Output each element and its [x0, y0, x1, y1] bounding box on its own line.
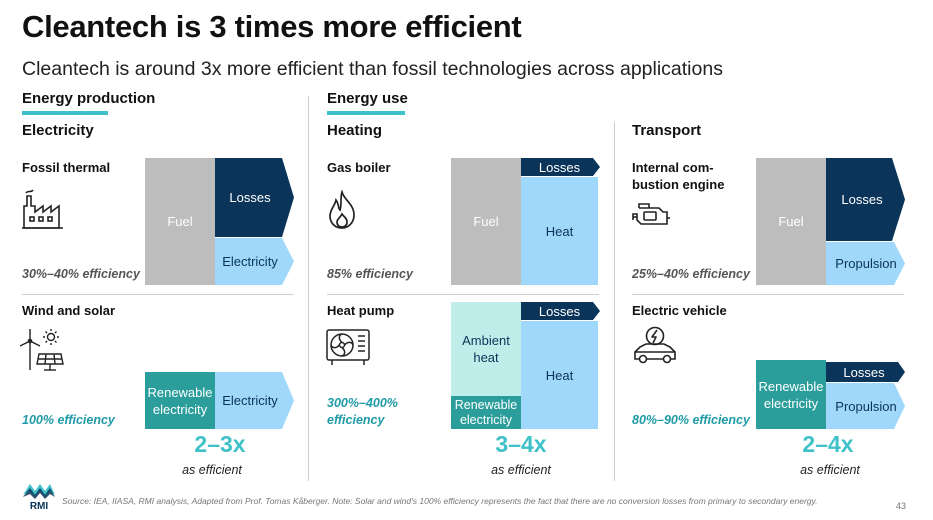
- heat-pump-icon: [325, 328, 371, 366]
- fossil-thermal-efficiency: 30%–40% efficiency: [22, 267, 140, 281]
- column-divider: [308, 96, 309, 481]
- electricity-output-arrow: [215, 372, 295, 429]
- source-note: Source: IEA, IIASA, RMI analysis, Adapte…: [62, 496, 818, 506]
- row-divider: [22, 294, 294, 295]
- section-underline: [327, 111, 405, 115]
- row-divider: [327, 294, 599, 295]
- page-subtitle: Cleantech is around 3x more efficient th…: [22, 58, 723, 80]
- heat-pump-efficiency-line1: 300%–400%: [327, 396, 398, 410]
- as-efficient-label: as efficient: [491, 463, 551, 477]
- losses-label: Losses: [229, 190, 271, 205]
- losses-label: Losses: [843, 364, 885, 380]
- column-heading-electricity: Electricity: [22, 122, 94, 139]
- ice-label-line2: bustion engine: [632, 177, 725, 192]
- losses-arrow: [521, 302, 601, 320]
- electric-car-icon: [632, 326, 678, 366]
- wind-solar-label: Wind and solar: [22, 303, 116, 318]
- electric-vehicle-label: Electric vehicle: [632, 303, 727, 318]
- flame-icon: [327, 190, 357, 230]
- ambient-heat-bar: Ambient heat: [451, 302, 521, 396]
- propulsion-output-label: Propulsion: [835, 398, 897, 414]
- fuel-bar: Fuel: [145, 158, 215, 285]
- multiplier-electricity: 2–3x: [194, 431, 246, 457]
- gas-boiler-label: Gas boiler: [327, 160, 391, 175]
- column-divider: [614, 122, 615, 481]
- renewable-electricity-bar: Renewable electricity: [451, 396, 521, 429]
- page-number: 43: [896, 501, 907, 511]
- ice-label-line1: Internal com-: [632, 160, 714, 175]
- losses-arrow: [826, 362, 906, 382]
- engine-icon: [631, 200, 671, 230]
- heat-output-bar: Heat: [521, 321, 598, 429]
- propulsion-output-arrow: [826, 242, 906, 285]
- heat-output-bar: Heat: [521, 177, 598, 285]
- propulsion-output-arrow: [826, 383, 906, 429]
- losses-label: Losses: [841, 192, 883, 207]
- ev-efficiency: 80%–90% efficiency: [632, 413, 750, 427]
- propulsion-output-label: Propulsion: [835, 256, 897, 271]
- gas-boiler-efficiency: 85% efficiency: [327, 267, 413, 281]
- multiplier-heating: 3–4x: [495, 431, 547, 457]
- wind-solar-efficiency: 100% efficiency: [22, 413, 115, 427]
- heat-pump-efficiency-line2: efficiency: [327, 413, 385, 427]
- electricity-output-label: Electricity: [222, 393, 278, 408]
- fuel-bar: Fuel: [756, 158, 826, 285]
- multiplier-transport: 2–4x: [802, 431, 854, 457]
- renewable-electricity-bar: Renewable electricity: [145, 372, 215, 429]
- as-efficient-label: as efficient: [182, 463, 242, 477]
- column-heading-heating: Heating: [327, 122, 383, 139]
- electricity-output-arrow: [215, 238, 295, 285]
- fossil-thermal-label: Fossil thermal: [22, 160, 111, 175]
- losses-arrow: [826, 158, 906, 241]
- renewable-electricity-bar: Renewable electricity: [756, 360, 826, 429]
- rmi-logo-text: RMI: [30, 501, 49, 510]
- losses-arrow: [521, 158, 601, 176]
- electricity-output-label: Electricity: [222, 254, 278, 269]
- heat-pump-label: Heat pump: [327, 303, 395, 318]
- column-heading-transport: Transport: [632, 122, 702, 139]
- factory-icon: [22, 188, 64, 230]
- page-title: Cleantech is 3 times more efficient: [22, 9, 522, 44]
- wind-solar-icon: [20, 327, 64, 371]
- as-efficient-label: as efficient: [800, 463, 860, 477]
- section-energy-use: Energy use: [327, 90, 408, 107]
- losses-arrow: [215, 158, 295, 237]
- rmi-logo-icon: RMI: [22, 480, 56, 510]
- losses-label: Losses: [538, 159, 581, 175]
- row-divider: [632, 294, 904, 295]
- losses-label: Losses: [538, 303, 581, 319]
- section-underline: [22, 111, 108, 115]
- section-energy-production: Energy production: [22, 90, 156, 107]
- fuel-bar: Fuel: [451, 158, 521, 285]
- ice-efficiency: 25%–40% efficiency: [632, 267, 750, 281]
